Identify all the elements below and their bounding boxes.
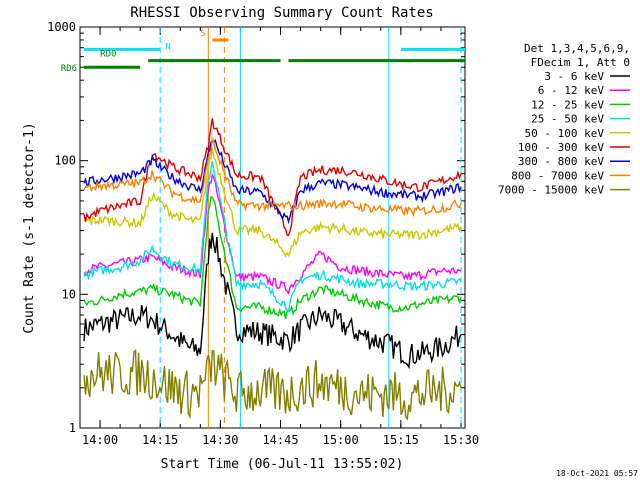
series-line bbox=[83, 118, 462, 237]
x-axis-label: Start Time (06-Jul-11 13:55:02) bbox=[161, 457, 404, 472]
y-tick-label: 100 bbox=[54, 154, 76, 168]
x-tick-label: 15:15 bbox=[383, 433, 419, 447]
x-tick-label: 14:45 bbox=[262, 433, 298, 447]
legend-header: Det 1,3,4,5,6,9, bbox=[524, 42, 630, 55]
timestamp: 18-Oct-2021 05:57 bbox=[556, 469, 638, 478]
x-tick-label: 15:30 bbox=[443, 433, 479, 447]
plot-area: 1 10 100 1000 14:00 14:15 14:30 14:45 15:00 15:15… bbox=[47, 20, 479, 447]
series-line bbox=[83, 232, 462, 370]
x-tick-label: 14:30 bbox=[202, 433, 238, 447]
flag-label: N bbox=[165, 42, 170, 52]
legend-entry: 300 - 800 keV bbox=[518, 155, 604, 168]
legend-entry: 50 - 100 keV bbox=[525, 127, 605, 140]
y-tick-label: 10 bbox=[62, 287, 76, 301]
y-tick-label: 1 bbox=[69, 421, 76, 435]
legend-header: FDecim 1, Att 0 bbox=[531, 56, 630, 69]
series-line bbox=[83, 161, 462, 313]
series-line bbox=[83, 349, 462, 421]
legend-entry: 3 - 6 keV bbox=[544, 70, 604, 83]
plot-frame bbox=[79, 26, 466, 429]
chart-title: RHESSI Observing Summary Count Rates bbox=[130, 5, 433, 21]
series-line bbox=[83, 173, 462, 295]
flag-label: RD0 bbox=[100, 50, 116, 60]
x-tick-label: 14:15 bbox=[142, 433, 178, 447]
series-line bbox=[83, 137, 462, 218]
flag-label: RD6 bbox=[61, 64, 77, 74]
series-line bbox=[83, 147, 462, 258]
legend-entry: 100 - 300 keV bbox=[518, 141, 604, 154]
x-tick-label: 14:00 bbox=[82, 433, 118, 447]
legend-entry: 800 - 7000 keV bbox=[511, 169, 604, 182]
legend-entry: 6 - 12 keV bbox=[538, 84, 605, 97]
legend-entry: 12 - 25 keV bbox=[531, 98, 604, 111]
y-tick-label: 1000 bbox=[47, 20, 76, 34]
legend: Det 1,3,4,5,6,9,FDecim 1, Att 03 - 6 keV… bbox=[498, 42, 630, 197]
legend-entry: 7000 - 15000 keV bbox=[498, 184, 604, 197]
legend-entry: 25 - 50 keV bbox=[531, 113, 604, 126]
flag-label: S bbox=[200, 29, 205, 39]
y-axis-label: Count Rate (s-1 detector-1) bbox=[22, 122, 37, 333]
x-tick-label: 15:00 bbox=[323, 433, 359, 447]
series-line bbox=[83, 196, 462, 319]
